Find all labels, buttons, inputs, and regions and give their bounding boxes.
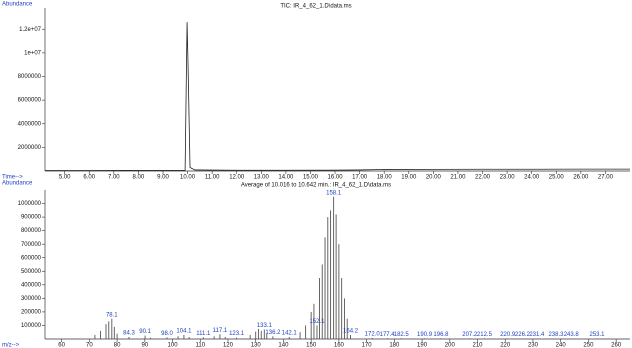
peak-label: 190.9 (417, 332, 433, 338)
peak-label: 253.1 (589, 332, 605, 338)
x-tick-label: 12.00 (229, 175, 245, 181)
x-tick-label: 90 (141, 343, 148, 348)
y-tick-label: 600000 (21, 255, 42, 261)
y-tick-label: 2000000 (18, 145, 42, 151)
peak-label: 220.9 (500, 332, 516, 338)
peak-label: 98.0 (161, 331, 173, 337)
y-axis-label: Abundance (2, 181, 33, 187)
chart-title: TIC: IR_4_62_1.D\data.ms (280, 4, 351, 10)
y-tick-label: 500000 (21, 269, 42, 275)
tic-trace (44, 22, 630, 171)
x-tick-label: 19.00 (401, 175, 417, 181)
x-tick-label: 20.00 (426, 175, 442, 181)
y-tick-label: 1000000 (18, 201, 42, 207)
x-tick-label: 27.00 (598, 175, 614, 181)
x-tick-label: 5.00 (59, 175, 71, 181)
x-tick-label: 7.00 (108, 175, 120, 181)
x-tick-label: 18.00 (377, 175, 393, 181)
y-tick-label: 700000 (21, 242, 42, 248)
x-tick-label: 6.00 (83, 175, 95, 181)
peak-label: 177.4 (380, 332, 396, 338)
peak-label: 133.1 (257, 323, 273, 329)
x-tick-label: 170 (362, 343, 373, 348)
x-tick-label: 250 (583, 343, 594, 348)
x-tick-label: 200 (445, 343, 456, 348)
y-tick-label: 6000000 (18, 98, 42, 104)
peak-label: 104.1 (176, 329, 192, 335)
peak-label: 142.1 (282, 331, 298, 337)
peak-label: 243.8 (564, 332, 580, 338)
peak-label: 212.5 (477, 332, 493, 338)
peak-label: 164.2 (343, 329, 359, 335)
x-tick-label: 110 (195, 343, 205, 348)
peak-label: 226.2 (515, 332, 531, 338)
x-tick-label: 230 (528, 343, 539, 348)
x-tick-label: 220 (500, 343, 511, 348)
peak-label: 231.4 (529, 332, 545, 338)
peak-label: 111.1 (196, 331, 211, 337)
x-tick-label: 22.00 (475, 175, 491, 181)
peak-label: 136.2 (265, 330, 281, 336)
x-tick-label: 17.00 (352, 175, 368, 181)
y-tick-label: 200000 (21, 309, 42, 315)
peak-label: 90.1 (139, 329, 151, 335)
x-tick-label: 260 (611, 343, 622, 348)
peak-label: 238.3 (548, 332, 564, 338)
x-tick-label: 24.00 (524, 175, 540, 181)
x-tick-label: 240 (556, 343, 567, 348)
x-tick-label: 26.00 (573, 175, 589, 181)
x-tick-label: 160 (334, 343, 345, 348)
y-tick-label: 400000 (21, 282, 42, 288)
y-tick-label: 900000 (21, 215, 42, 221)
x-tick-label: 100 (168, 343, 179, 348)
peak-label: 152.1 (309, 319, 325, 325)
peak-label: 196.8 (433, 332, 449, 338)
x-tick-label: 80 (114, 343, 121, 348)
x-tick-label: 23.00 (500, 175, 516, 181)
y-tick-label: 1.2e+07 (19, 27, 42, 33)
y-tick-label: 1e+07 (24, 50, 42, 56)
x-tick-label: 120 (223, 343, 234, 348)
x-tick-label: 180 (389, 343, 400, 348)
x-tick-label: 9.00 (157, 175, 169, 181)
x-tick-label: 8.00 (133, 175, 145, 181)
x-tick-label: 13.00 (254, 175, 270, 181)
x-tick-label: 190 (417, 343, 428, 348)
y-tick-label: 8000000 (18, 74, 42, 80)
peak-label: 78.1 (106, 312, 118, 318)
y-tick-label: 300000 (21, 296, 42, 302)
x-tick-label: 21.00 (450, 175, 466, 181)
x-tick-label: 15.00 (303, 175, 319, 181)
x-tick-label: 11.00 (205, 175, 220, 181)
x-axis-label: Time--> (2, 175, 23, 181)
x-tick-label: 16.00 (328, 175, 344, 181)
peak-label: 117.1 (213, 328, 228, 334)
peak-label: 207.2 (462, 332, 478, 338)
x-tick-label: 70 (86, 343, 93, 348)
x-tick-label: 25.00 (549, 175, 565, 181)
x-tick-label: 14.00 (278, 175, 294, 181)
x-tick-label: 150 (306, 343, 317, 348)
peak-label: 182.5 (394, 332, 410, 338)
x-axis-label: m/z--> (2, 343, 20, 348)
peak-label: 123.1 (229, 331, 245, 337)
x-tick-label: 130 (251, 343, 262, 348)
y-tick-label: 100000 (21, 323, 42, 329)
x-tick-label: 210 (473, 343, 484, 348)
x-tick-label: 10.00 (180, 175, 196, 181)
peak-label: 172.0 (365, 331, 381, 337)
x-tick-label: 60 (58, 343, 65, 348)
x-tick-label: 140 (278, 343, 289, 348)
y-tick-label: 4000000 (18, 121, 42, 127)
peak-label: 158.1 (326, 190, 342, 196)
y-axis-label: Abundance (2, 2, 33, 8)
y-tick-label: 800000 (21, 228, 42, 234)
chart-title: Average of 10.016 to 10.642 min.: IR_4_6… (241, 183, 391, 189)
peak-label: 84.3 (123, 331, 135, 337)
